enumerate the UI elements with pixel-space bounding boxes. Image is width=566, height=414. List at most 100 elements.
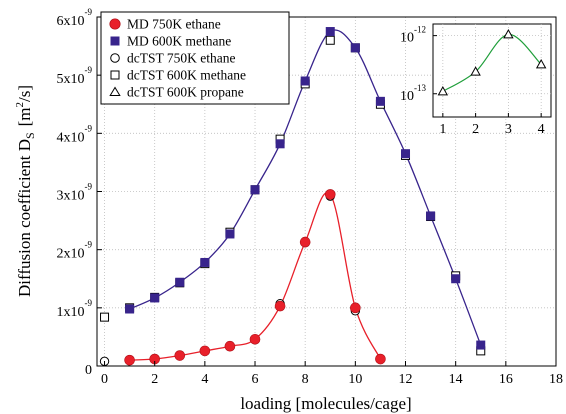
y-tick-mantissa: 0 bbox=[85, 363, 92, 378]
point-md-600k-methane bbox=[375, 96, 385, 106]
x-tick-label: 14 bbox=[449, 372, 463, 387]
y-axis-label: Diffusion coefficient DS [m2/s] bbox=[14, 85, 37, 297]
x-tick-label: 10 bbox=[348, 372, 362, 387]
x-tick-label: 6 bbox=[252, 372, 259, 387]
x-tick-label: 16 bbox=[499, 372, 513, 387]
point-md-600k-methane bbox=[200, 257, 210, 267]
x-tick-label: 8 bbox=[302, 372, 309, 387]
y-axis-label-subscript: S bbox=[23, 132, 37, 139]
inset-y-tick-label: 10-13 bbox=[400, 83, 426, 104]
y-axis-label-unit-prefix: [m bbox=[15, 107, 34, 126]
y-tick-label: 2x10-9 bbox=[57, 240, 93, 262]
point-md-600k-methane bbox=[125, 304, 135, 314]
point-md-750k-ethane bbox=[375, 353, 386, 365]
legend-label-md-600k-methane: MD 600K methane bbox=[127, 34, 231, 49]
y-tick-exponent: -9 bbox=[85, 65, 93, 75]
inset-x-tick-label: 2 bbox=[472, 122, 479, 137]
y-tick-exponent: -9 bbox=[85, 240, 93, 250]
y-axis-label-unit-power: 2 bbox=[14, 102, 26, 108]
x-tick-label: 12 bbox=[399, 372, 413, 387]
point-md-750k-ethane bbox=[350, 302, 361, 314]
point-md-750k-ethane bbox=[324, 189, 336, 200]
inset-point-dctst-600k-propane bbox=[503, 28, 514, 39]
inset-x-tick-label: 3 bbox=[505, 122, 512, 137]
point-md-600k-methane bbox=[325, 27, 335, 37]
inset-y-tick-base: 10 bbox=[400, 31, 414, 46]
legend-marker-md-750k-ethane bbox=[109, 18, 121, 30]
point-dctst-600k-methane bbox=[100, 312, 110, 322]
x-tick-label: 2 bbox=[151, 372, 158, 387]
y-tick-mantissa: 4x10 bbox=[57, 130, 85, 145]
point-md-600k-methane bbox=[451, 274, 461, 284]
point-md-600k-methane bbox=[401, 149, 411, 159]
inset-frame bbox=[432, 23, 552, 118]
point-md-600k-methane bbox=[426, 211, 436, 221]
point-md-600k-methane bbox=[175, 277, 185, 287]
point-md-750k-ethane bbox=[124, 354, 135, 366]
y-axis-label-unit-suffix: /s] bbox=[15, 85, 34, 102]
legend-label-dctst-750k-ethane: dcTST 750K ethane bbox=[127, 51, 235, 66]
point-md-600k-methane bbox=[350, 43, 360, 53]
y-tick-mantissa: 3x10 bbox=[57, 189, 85, 204]
inset-point-dctst-600k-propane bbox=[535, 58, 547, 69]
point-md-750k-ethane bbox=[249, 333, 261, 345]
y-tick-exponent: -9 bbox=[85, 7, 93, 17]
inset-point-dctst-600k-propane bbox=[437, 85, 449, 96]
y-tick-mantissa: 6x10 bbox=[57, 14, 85, 29]
y-tick-label: 0 bbox=[85, 363, 92, 378]
y-tick-label: 4x10-9 bbox=[57, 123, 93, 145]
legend-label-dctst-600k-methane: dcTST 600K methane bbox=[127, 68, 246, 83]
x-tick-label: 4 bbox=[201, 372, 208, 387]
x-tick-label: 18 bbox=[549, 372, 563, 387]
x-tick-label: 0 bbox=[101, 372, 108, 387]
y-tick-exponent: -9 bbox=[85, 182, 93, 192]
y-tick-label: 1x10-9 bbox=[57, 298, 93, 320]
point-md-600k-methane bbox=[476, 340, 486, 350]
legend-marker-dctst-750k-ethane bbox=[110, 53, 120, 63]
point-md-750k-ethane bbox=[224, 340, 236, 352]
point-md-600k-methane bbox=[225, 229, 235, 239]
inset-x-tick-label: 1 bbox=[439, 122, 446, 137]
y-tick-label: 3x10-9 bbox=[57, 182, 93, 204]
inset-y-tick-exponent: -13 bbox=[414, 83, 426, 93]
point-md-750k-ethane bbox=[199, 345, 211, 357]
legend-box bbox=[100, 11, 290, 105]
point-md-750k-ethane bbox=[174, 350, 186, 361]
inset-grid-lines bbox=[433, 24, 551, 117]
legend-label-md-750k-ethane: MD 750K ethane bbox=[127, 17, 221, 32]
inset-y-tick-label: 10-12 bbox=[400, 25, 426, 46]
legend-marker-dctst-600k-propane bbox=[109, 86, 121, 96]
y-tick-exponent: -9 bbox=[85, 298, 93, 308]
point-md-600k-methane bbox=[250, 185, 260, 195]
inset-y-tick-base: 10 bbox=[400, 89, 414, 104]
point-md-750k-ethane bbox=[299, 236, 311, 248]
inset-x-tick-label: 4 bbox=[538, 122, 545, 137]
y-tick-exponent: -9 bbox=[85, 123, 93, 133]
point-dctst-600k-methane bbox=[325, 35, 335, 45]
legend-marker-dctst-600k-methane bbox=[110, 70, 120, 80]
inset-y-tick-exponent: -12 bbox=[414, 25, 426, 35]
inset-point-dctst-600k-propane bbox=[470, 66, 481, 76]
y-axis-label-text: Diffusion coefficient D bbox=[15, 139, 34, 297]
y-tick-mantissa: 2x10 bbox=[57, 247, 85, 262]
inset-fit-curve bbox=[442, 33, 542, 92]
point-md-600k-methane bbox=[150, 293, 160, 303]
y-tick-mantissa: 1x10 bbox=[57, 305, 85, 320]
x-axis-label: loading [molecules/cage] bbox=[240, 394, 411, 413]
axes: 0 2 4 6 8 10 12 14 16 1801x10-92x10-93x10-94x10-9… bbox=[57, 7, 564, 387]
y-tick-label: 6x10-9 bbox=[57, 7, 93, 29]
legend-label-dctst-600k-propane: dcTST 600K propane bbox=[127, 85, 244, 100]
inset-markers bbox=[437, 28, 547, 96]
legend: MD 750K ethane MD 600K methane dcTST 750… bbox=[100, 11, 290, 105]
point-md-600k-methane bbox=[275, 139, 285, 149]
data-markers bbox=[99, 27, 486, 367]
y-tick-label: 5x10-9 bbox=[57, 65, 93, 87]
point-md-600k-methane bbox=[300, 76, 310, 86]
point-md-750k-ethane bbox=[274, 300, 286, 312]
inset-curve-line bbox=[442, 33, 542, 92]
y-tick-mantissa: 5x10 bbox=[57, 72, 85, 87]
legend-marker-md-600k-methane bbox=[110, 36, 120, 46]
